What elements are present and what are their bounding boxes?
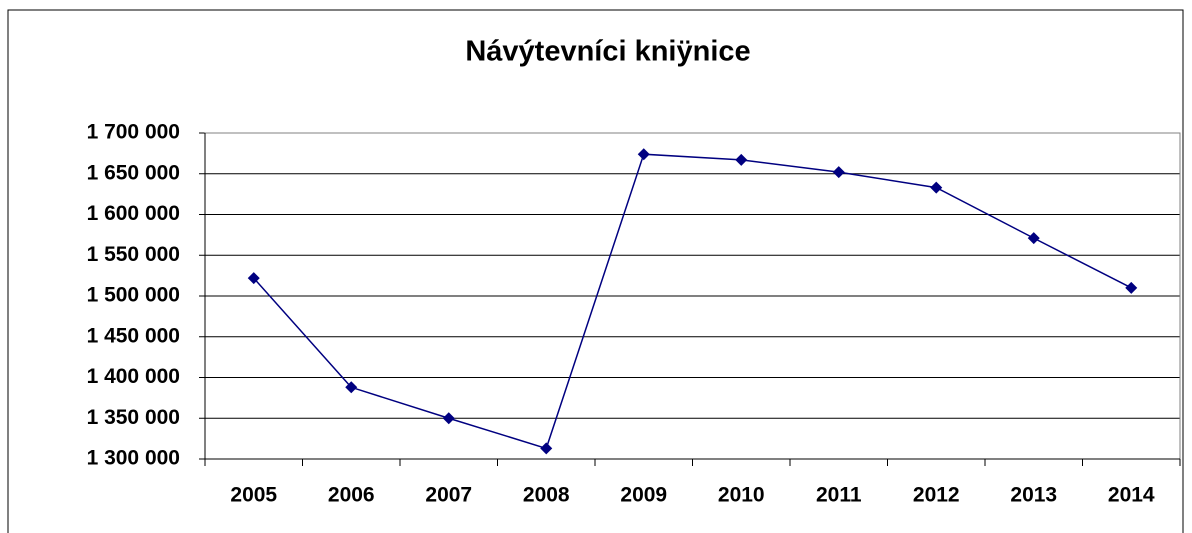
y-tick-label: 1 300 000 (87, 447, 180, 470)
x-tick-label: 2006 (328, 484, 375, 507)
y-tick-label: 1 600 000 (87, 202, 180, 225)
data-point (345, 381, 358, 394)
data-point (1125, 281, 1138, 294)
data-point (1027, 232, 1040, 245)
y-tick-label: 1 400 000 (87, 365, 180, 388)
data-point (832, 166, 845, 179)
y-tick-label: 1 650 000 (87, 161, 180, 184)
x-tick-label: 2011 (816, 484, 862, 507)
chart-frame (7, 9, 1184, 533)
x-tick-label: 2010 (718, 484, 765, 507)
y-tick-label: 1 450 000 (87, 324, 180, 347)
y-tick-label: 1 700 000 (87, 121, 180, 144)
x-tick-label: 2009 (620, 484, 667, 507)
data-point (247, 272, 260, 285)
x-tick-label: 2014 (1108, 484, 1155, 507)
data-point (442, 412, 455, 425)
y-tick-label: 1 550 000 (87, 243, 180, 266)
data-point (540, 442, 553, 455)
y-tick-label: 1 500 000 (87, 284, 180, 307)
x-tick-label: 2012 (913, 484, 960, 507)
x-tick-label: 2007 (425, 484, 472, 507)
data-point (637, 148, 650, 161)
x-tick-label: 2005 (230, 484, 277, 507)
x-tick-label: 2008 (523, 484, 570, 507)
data-point (735, 153, 748, 166)
series-line (253, 153, 1132, 450)
y-tick-label: 1 350 000 (87, 406, 180, 429)
chart-title: Návýtevníci kniÿnice (465, 36, 750, 68)
data-point (930, 181, 943, 194)
x-tick-label: 2013 (1010, 484, 1057, 507)
